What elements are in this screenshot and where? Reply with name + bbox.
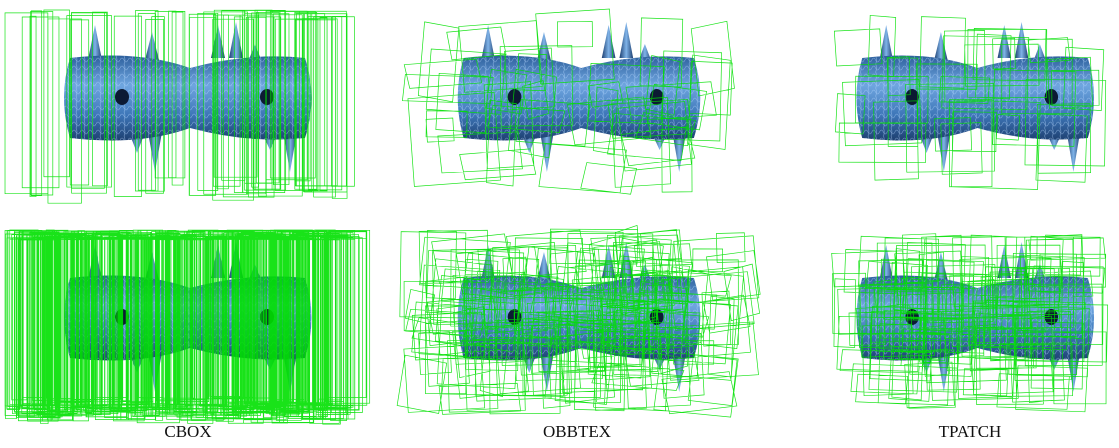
spike	[88, 25, 102, 60]
panels	[5, 9, 1108, 424]
caption: CBOX	[164, 422, 211, 441]
spike	[937, 132, 950, 172]
figure: CBOX OBBTEX TPATCH	[0, 0, 1119, 448]
caption: OBBTEX	[543, 422, 611, 441]
spike	[602, 25, 616, 58]
spike	[934, 32, 947, 60]
spike	[998, 245, 1011, 278]
spike	[481, 25, 495, 60]
spike	[229, 22, 243, 58]
spike	[998, 25, 1011, 58]
caption: TPATCH	[939, 422, 1002, 441]
spike	[619, 22, 633, 58]
hole	[115, 89, 129, 105]
spike	[1015, 22, 1028, 58]
surface-texture	[856, 56, 1094, 141]
bounding-boxes	[5, 230, 370, 424]
